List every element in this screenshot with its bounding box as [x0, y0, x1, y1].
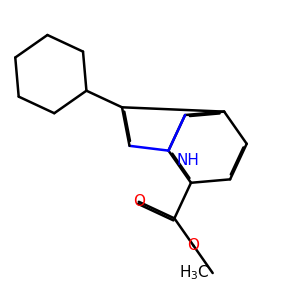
Text: O: O	[188, 238, 200, 253]
Text: O: O	[133, 194, 145, 209]
Text: NH: NH	[177, 153, 200, 168]
Text: H$_3$C: H$_3$C	[179, 264, 210, 282]
